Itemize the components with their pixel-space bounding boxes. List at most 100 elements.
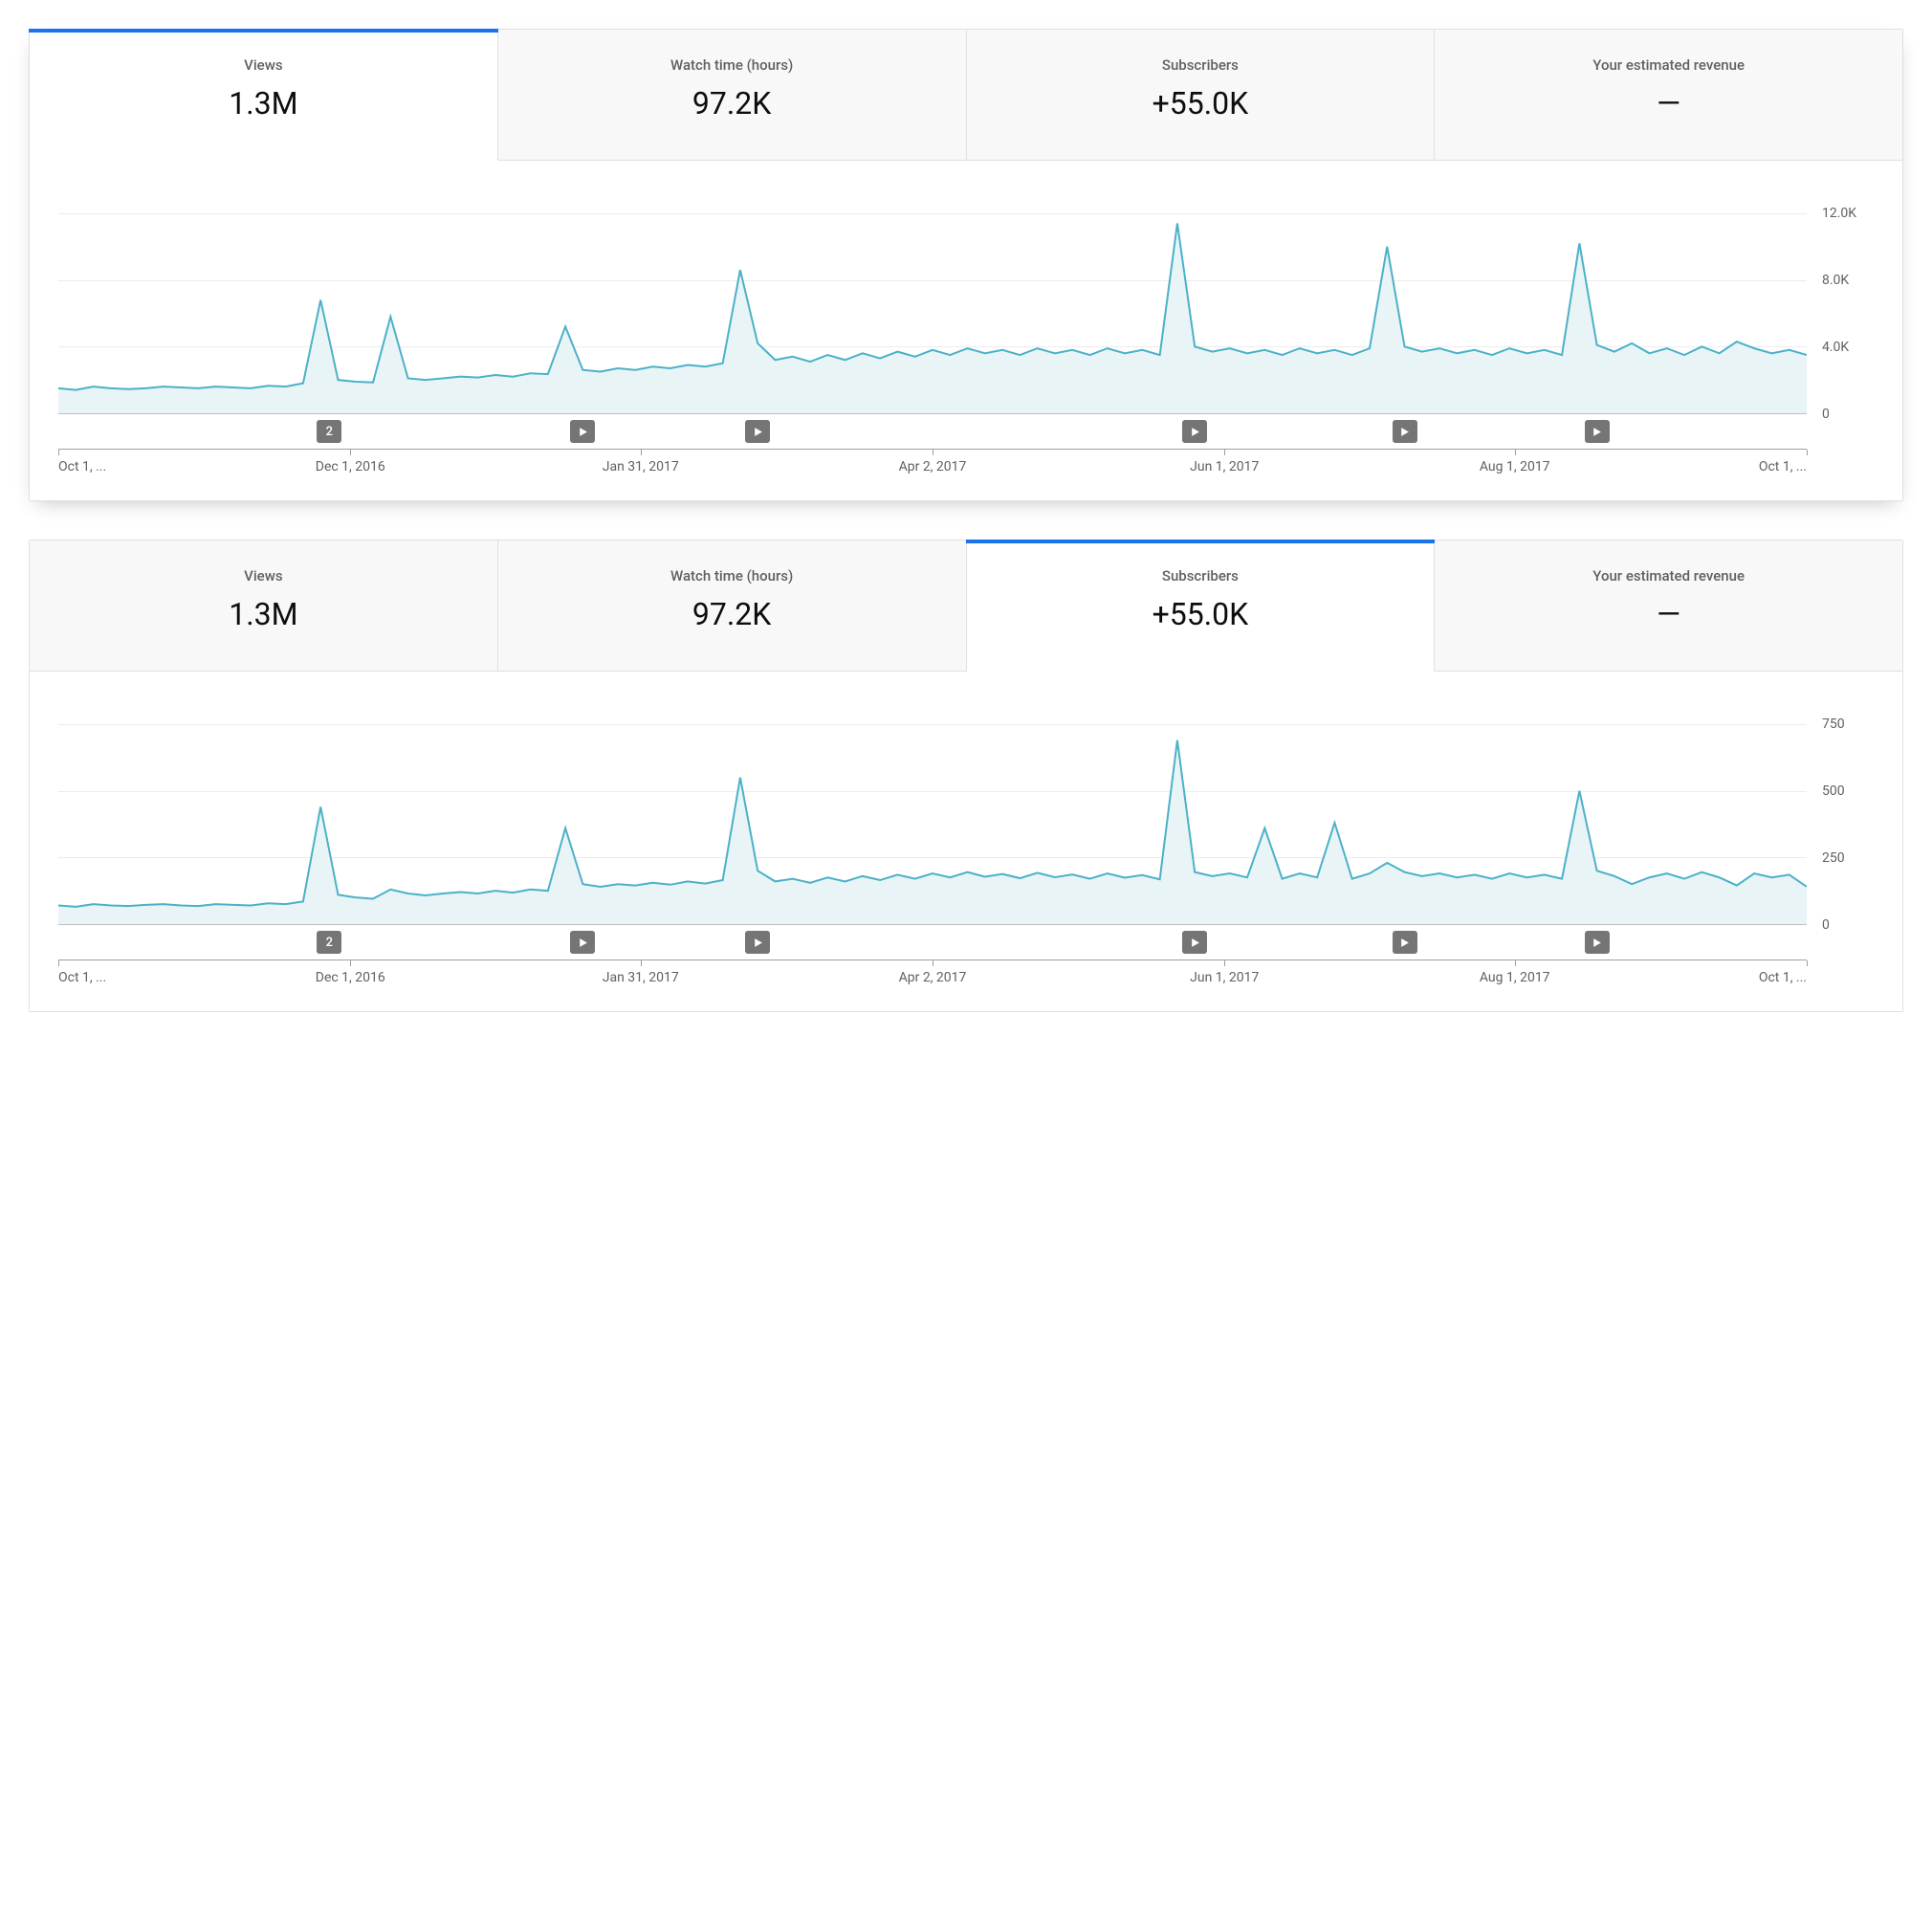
- x-tick-label: Jun 1, 2017: [1190, 459, 1259, 474]
- play-icon: [1399, 427, 1410, 437]
- x-tick-label: Oct 1, ...: [1759, 970, 1807, 985]
- x-axis: Oct 1, ... Dec 1, 2016 Jan 31, 2017 Apr 2, …: [58, 960, 1807, 992]
- tab-value: +55.0K: [982, 596, 1419, 632]
- chart-plot[interactable]: [58, 724, 1807, 925]
- x-tick-label: Oct 1, ...: [58, 459, 106, 474]
- y-tick-label: 8.0K: [1822, 273, 1849, 288]
- play-icon: [1190, 937, 1200, 948]
- marker-play[interactable]: [1182, 420, 1207, 443]
- chart-wrap: 0 250 500 750 2 Oct 1, ... Dec 1, 2016 Jan 31, …: [30, 672, 1902, 1011]
- tab-label: Views: [45, 56, 482, 74]
- play-icon: [578, 427, 588, 437]
- x-axis: Oct 1, ... Dec 1, 2016 Jan 31, 2017 Apr 2, …: [58, 449, 1807, 481]
- y-tick-label: 0: [1822, 407, 1830, 422]
- marker-count-label: 2: [326, 936, 333, 950]
- tab-label: Watch time (hours): [514, 567, 951, 585]
- tab-subscribers[interactable]: Subscribers +55.0K: [967, 30, 1436, 161]
- x-tick-label: Jun 1, 2017: [1190, 970, 1259, 985]
- chart-area: 0250500750: [58, 724, 1883, 925]
- play-icon: [1592, 937, 1602, 948]
- y-tick-label: 12.0K: [1822, 206, 1856, 221]
- x-tick-label: Oct 1, ...: [58, 970, 106, 985]
- y-axis-labels: 0250500750: [1807, 724, 1883, 925]
- y-tick-label: 0: [1822, 917, 1830, 933]
- y-tick-label: 250: [1822, 850, 1845, 866]
- x-tick-label: Dec 1, 2016: [316, 459, 385, 474]
- play-icon: [1190, 427, 1200, 437]
- x-tick: [58, 960, 59, 966]
- chart-wrap: 0 4.0K 8.0K 12.0K 2 Oct 1, ... Dec 1, 2016 Jan …: [30, 161, 1902, 500]
- tab-value: +55.0K: [982, 85, 1419, 121]
- tab-watch-time-hours[interactable]: Watch time (hours) 97.2K: [498, 30, 967, 161]
- x-tick: [1515, 450, 1516, 455]
- tab-label: Subscribers: [982, 56, 1419, 74]
- metric-tabs: Views 1.3M Watch time (hours) 97.2K Subscrib…: [30, 540, 1902, 672]
- x-tick: [350, 450, 351, 455]
- x-tick-label: Apr 2, 2017: [899, 459, 967, 474]
- y-tick-label: 750: [1822, 717, 1845, 732]
- x-tick-label: Aug 1, 2017: [1480, 970, 1550, 985]
- chart-plot[interactable]: [58, 213, 1807, 414]
- marker-play[interactable]: [570, 420, 595, 443]
- marker-count[interactable]: 2: [317, 931, 341, 954]
- x-tick: [1807, 960, 1808, 966]
- tab-value: 1.3M: [45, 85, 482, 121]
- play-icon: [753, 427, 763, 437]
- x-tick-label: Oct 1, ...: [1759, 459, 1807, 474]
- marker-count-label: 2: [326, 425, 333, 439]
- marker-play[interactable]: [745, 931, 770, 954]
- marker-play[interactable]: [1393, 931, 1417, 954]
- x-tick-label: Apr 2, 2017: [899, 970, 967, 985]
- x-tick: [641, 960, 642, 966]
- tab-your-estimated-revenue[interactable]: Your estimated revenue —: [1435, 30, 1902, 161]
- tab-views[interactable]: Views 1.3M: [30, 540, 498, 672]
- marker-play[interactable]: [570, 931, 595, 954]
- play-icon: [753, 937, 763, 948]
- chart-line: [58, 724, 1807, 924]
- tab-label: Subscribers: [982, 567, 1419, 585]
- x-tick: [58, 450, 59, 455]
- play-icon: [1399, 937, 1410, 948]
- tab-label: Views: [45, 567, 482, 585]
- chart-area: 04.0K8.0K12.0K: [58, 213, 1883, 414]
- x-tick: [641, 450, 642, 455]
- play-icon: [578, 937, 588, 948]
- tab-views[interactable]: Views 1.3M: [30, 30, 498, 161]
- tab-value: —: [1450, 85, 1887, 121]
- marker-play[interactable]: [1585, 931, 1610, 954]
- tab-subscribers[interactable]: Subscribers +55.0K: [967, 540, 1436, 672]
- x-tick: [1515, 960, 1516, 966]
- tab-watch-time-hours[interactable]: Watch time (hours) 97.2K: [498, 540, 967, 672]
- metric-tabs: Views 1.3M Watch time (hours) 97.2K Subscrib…: [30, 30, 1902, 161]
- chart-line: [58, 213, 1807, 413]
- marker-play[interactable]: [1585, 420, 1610, 443]
- y-tick-label: 500: [1822, 783, 1845, 799]
- tab-value: 97.2K: [514, 596, 951, 632]
- y-axis-labels: 04.0K8.0K12.0K: [1807, 213, 1883, 414]
- x-tick: [1224, 960, 1225, 966]
- x-tick-label: Jan 31, 2017: [603, 459, 679, 474]
- analytics-panel-subscribers: Views 1.3M Watch time (hours) 97.2K Subscrib…: [29, 540, 1903, 1012]
- marker-play[interactable]: [1393, 420, 1417, 443]
- x-tick: [350, 960, 351, 966]
- y-tick-label: 4.0K: [1822, 340, 1849, 355]
- x-tick-label: Jan 31, 2017: [603, 970, 679, 985]
- play-icon: [1592, 427, 1602, 437]
- timeline-markers: 2: [58, 931, 1807, 960]
- tab-label: Your estimated revenue: [1450, 56, 1887, 74]
- tab-value: 1.3M: [45, 596, 482, 632]
- timeline-markers: 2: [58, 420, 1807, 449]
- tab-label: Watch time (hours): [514, 56, 951, 74]
- tab-value: —: [1450, 596, 1887, 632]
- analytics-panel-views: Views 1.3M Watch time (hours) 97.2K Subscrib…: [29, 29, 1903, 501]
- tab-your-estimated-revenue[interactable]: Your estimated revenue —: [1435, 540, 1902, 672]
- marker-play[interactable]: [1182, 931, 1207, 954]
- marker-play[interactable]: [745, 420, 770, 443]
- marker-count[interactable]: 2: [317, 420, 341, 443]
- x-tick: [1807, 450, 1808, 455]
- tab-label: Your estimated revenue: [1450, 567, 1887, 585]
- x-tick-label: Aug 1, 2017: [1480, 459, 1550, 474]
- x-tick-label: Dec 1, 2016: [316, 970, 385, 985]
- x-tick: [1224, 450, 1225, 455]
- tab-value: 97.2K: [514, 85, 951, 121]
